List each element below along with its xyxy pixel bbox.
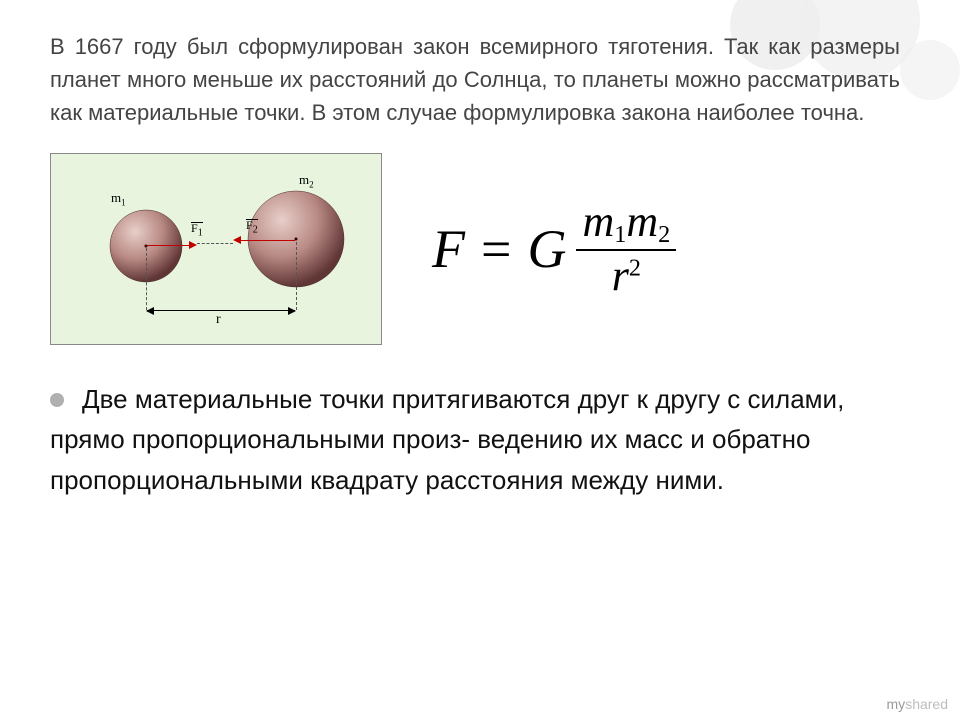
distance-arrow-r [147, 310, 295, 311]
label-m1: m1 [111, 190, 126, 208]
watermark: myshared [887, 696, 948, 712]
label-f2: F2 [246, 219, 258, 235]
slide: В 1667 году был сформулирован закон всем… [0, 0, 960, 720]
label-m2: m2 [299, 172, 314, 190]
formula-G: G [527, 218, 566, 280]
body-text: Две материальные точки притягиваются дру… [50, 379, 910, 500]
label-r: r [216, 312, 221, 328]
force-arrow-f1 [147, 245, 189, 246]
formula-lhs: F [432, 218, 465, 280]
formula-equals: = [481, 218, 511, 280]
gravitation-formula: F = G m1m2 r2 [432, 199, 676, 300]
bullet-icon [50, 393, 64, 407]
gravitation-diagram: m1 m2 F1 F2 [50, 153, 382, 345]
label-f1: F1 [191, 222, 203, 238]
formula-fraction: m1m2 r2 [576, 199, 676, 300]
title-text: В 1667 году был сформулирован закон всем… [50, 30, 910, 129]
middle-row: m1 m2 F1 F2 [50, 153, 910, 345]
force-arrow-f2 [241, 240, 295, 241]
